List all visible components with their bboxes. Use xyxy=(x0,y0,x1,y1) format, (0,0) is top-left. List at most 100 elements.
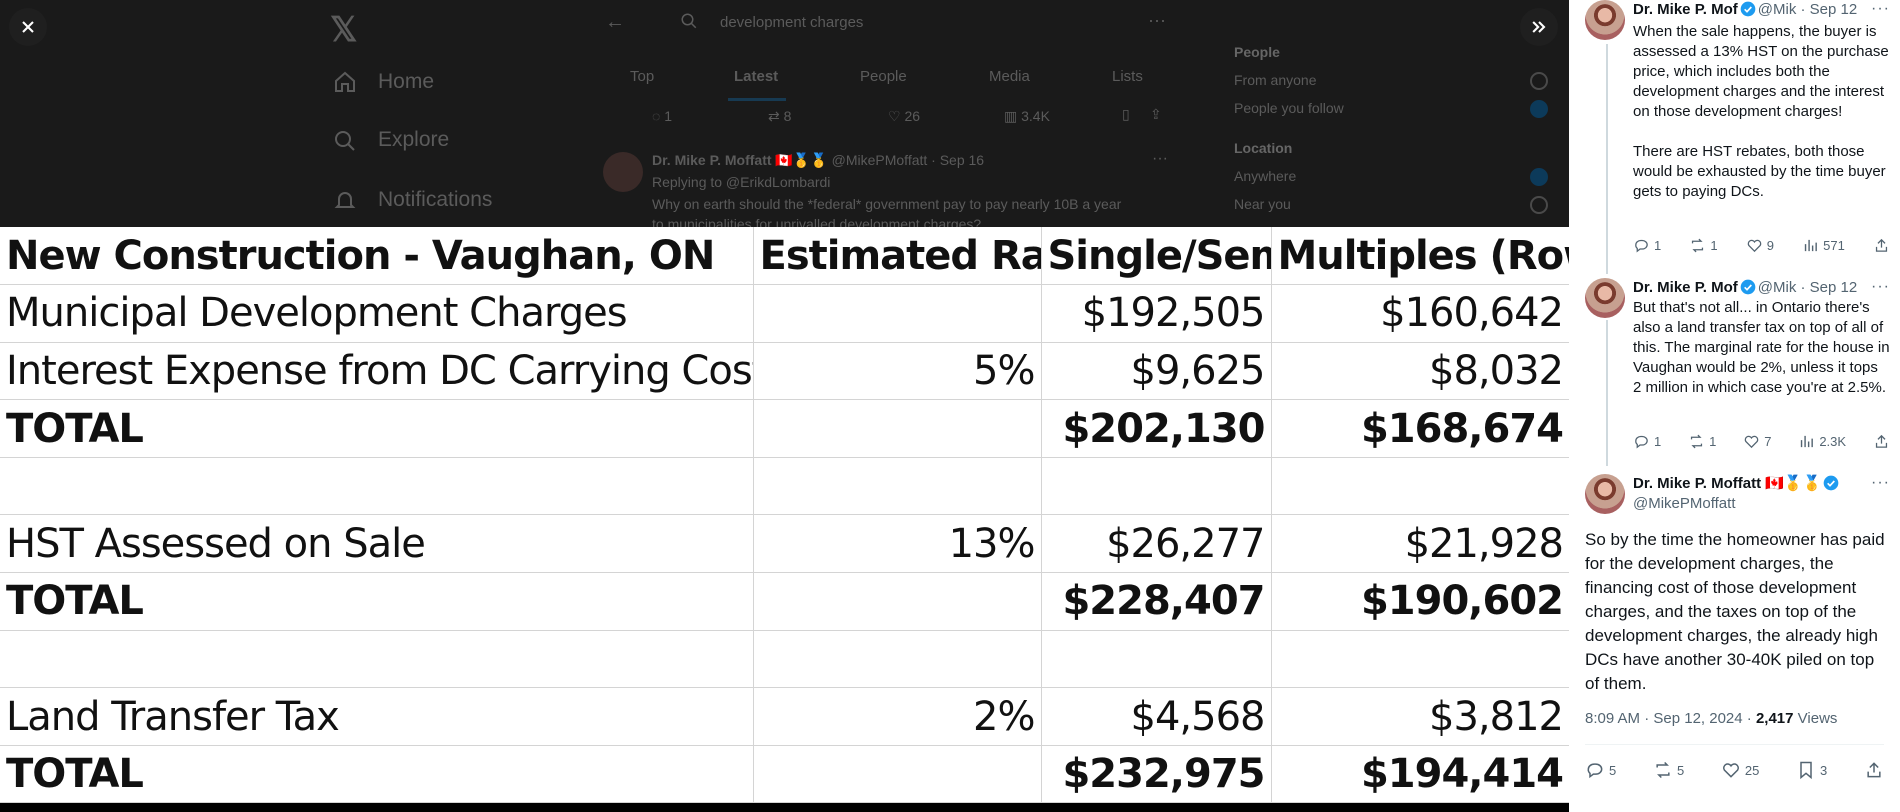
views-label: Views xyxy=(1793,710,1838,727)
reply-icon xyxy=(1635,435,1648,448)
views-chart-icon xyxy=(1804,239,1817,251)
tab-media: Media xyxy=(989,68,1030,85)
tweet-header: Dr. Mike P. Moffatt 🇨🇦🥇🥇 xyxy=(1633,474,1890,494)
views-count: 2,417 xyxy=(1755,710,1794,727)
reply-button[interactable]: 1 xyxy=(1633,433,1661,450)
media-image-table: New Construction - Vaughan, ON Estimated… xyxy=(0,227,1569,804)
header-cell: Single/Semi xyxy=(1041,227,1272,286)
multiples-cell: $190,602 xyxy=(1271,572,1569,631)
table-row: TOTAL $228,407 $190,602 xyxy=(0,572,1569,631)
tab-top: Top xyxy=(630,68,655,85)
author-handle[interactable]: @Mik xyxy=(1757,279,1797,296)
row-label-cell xyxy=(0,630,754,689)
thread-tweet[interactable]: Dr. Mike P. Mof @Mik · Sep 12 ··· When th… xyxy=(1585,0,1890,270)
reply-icon xyxy=(1587,763,1603,779)
reply-button[interactable]: 5 xyxy=(1585,760,1616,780)
more-options-icon[interactable]: ··· xyxy=(1871,0,1890,17)
like-button[interactable]: 25 xyxy=(1721,760,1759,780)
bell-icon xyxy=(333,188,357,212)
share-button[interactable] xyxy=(1873,237,1890,254)
thread-tweet[interactable]: Dr. Mike P. Mof @Mik · Sep 12 ··· But tha… xyxy=(1585,278,1890,468)
row-label-cell: TOTAL xyxy=(0,745,754,804)
tweet-text: When the sale happens, the buyer is asse… xyxy=(1633,23,1889,200)
filter-people-heading: People xyxy=(1234,44,1280,60)
like-button[interactable]: 9 xyxy=(1746,237,1774,254)
tab-latest: Latest xyxy=(734,68,779,85)
author-handle[interactable]: @Mik xyxy=(1757,1,1797,18)
multiples-cell: $194,414 xyxy=(1271,745,1569,804)
more-options-icon[interactable]: ··· xyxy=(1871,474,1890,491)
tweet-actions: 1 1 9 571 xyxy=(1633,235,1890,255)
explore-icon xyxy=(333,129,357,153)
row-label-cell: Municipal Development Charges xyxy=(0,284,754,343)
verified-badge-icon xyxy=(1740,1,1756,17)
reply-button[interactable]: 1 xyxy=(1633,237,1661,254)
header-cell: New Construction - Vaughan, ON xyxy=(0,227,754,286)
tweet-thread-panel: Dr. Mike P. Mof @Mik · Sep 12 ··· When th… xyxy=(1569,0,1900,812)
share-button[interactable] xyxy=(1864,760,1884,780)
single-semi-cell: $4,568 xyxy=(1041,687,1272,746)
tweet-header: Dr. Mike P. Mof @Mik · Sep 12 xyxy=(1633,278,1890,298)
bg-tweet-text-2: to municipalities for unrivalled develop… xyxy=(652,216,982,227)
rate-cell xyxy=(753,572,1042,631)
tweet-header: Dr. Mike P. Mof @Mik · Sep 12 xyxy=(1633,0,1890,20)
tweet-date[interactable]: · Sep 12 xyxy=(1800,1,1858,18)
author-name[interactable]: Dr. Mike P. Moffatt 🇨🇦🥇🥇 xyxy=(1633,475,1822,492)
expand-sidebar-button[interactable] xyxy=(1520,8,1558,46)
share-icon xyxy=(1875,238,1888,252)
avatar[interactable] xyxy=(1585,474,1625,514)
heart-icon xyxy=(1747,239,1762,252)
tweet-timestamp[interactable]: 8:09 AM · Sep 12, 2024 · xyxy=(1585,710,1756,727)
heart-icon xyxy=(1722,763,1739,778)
bg-like-count: ♡ 26 xyxy=(888,108,921,124)
bg-tweet-author: Dr. Mike P. Moffatt 🇨🇦🥇🥇 @MikePMoffatt ·… xyxy=(652,152,985,168)
share-button[interactable] xyxy=(1873,433,1890,450)
avatar[interactable] xyxy=(1585,278,1625,318)
views-button[interactable]: 571 xyxy=(1802,237,1845,254)
like-button[interactable]: 7 xyxy=(1743,433,1771,450)
table-row: Interest Expense from DC Carrying Cost 5%… xyxy=(0,342,1569,401)
rate-cell xyxy=(753,457,1042,516)
close-viewer-button[interactable] xyxy=(9,8,47,46)
filter-near-you: Near you xyxy=(1234,196,1291,212)
table-row: TOTAL $232,975 $194,414 xyxy=(0,745,1569,804)
bg-bookmark-icon: ▯ xyxy=(1122,106,1130,122)
repost-button[interactable]: 5 xyxy=(1653,760,1684,780)
repost-button[interactable]: 1 xyxy=(1689,237,1718,254)
focused-tweet: Dr. Mike P. Moffatt 🇨🇦🥇🥇 @MikePMoffatt ·… xyxy=(1585,474,1890,520)
rate-cell xyxy=(753,745,1042,804)
avatar[interactable] xyxy=(1585,0,1625,40)
bg-view-count: ▥ 3.4K xyxy=(1004,108,1050,124)
table-row: Municipal Development Charges $192,505 $16… xyxy=(0,284,1569,343)
repost-button[interactable]: 1 xyxy=(1688,433,1716,450)
bg-avatar xyxy=(603,152,643,192)
bookmark-button[interactable]: 3 xyxy=(1796,760,1827,780)
author-handle[interactable]: @MikePMoffatt xyxy=(1633,495,1736,512)
single-semi-cell: $192,505 xyxy=(1041,284,1272,343)
views-button[interactable]: 2.3K xyxy=(1798,433,1846,450)
tab-lists: Lists xyxy=(1112,68,1143,85)
rate-cell xyxy=(753,630,1042,689)
single-semi-cell: $26,277 xyxy=(1041,514,1272,574)
multiples-cell: $3,812 xyxy=(1271,687,1569,746)
more-options-icon[interactable]: ··· xyxy=(1871,278,1890,295)
row-label-cell: HST Assessed on Sale xyxy=(0,514,754,574)
tweet-date[interactable]: · Sep 12 xyxy=(1800,279,1858,296)
bg-tweet-more-icon: ··· xyxy=(1152,150,1168,167)
bg-tweet-text: Why on earth should the *federal* govern… xyxy=(652,196,1122,212)
nav-notifications: Notifications xyxy=(378,188,493,211)
tweet-text: But that's not all... in Ontario there's… xyxy=(1633,299,1894,396)
author-name[interactable]: Dr. Mike P. Mof xyxy=(1633,279,1738,296)
dimmed-background-page: 𝕏 Home Explore Notifications ← developme… xyxy=(0,0,1569,227)
multiples-cell xyxy=(1271,630,1569,689)
tweet-actions: 1 1 7 2.3K xyxy=(1633,431,1890,451)
repost-icon xyxy=(1692,238,1704,252)
tweet-meta: 8:09 AM · Sep 12, 2024 · 2,417 Views xyxy=(1585,710,1837,727)
multiples-cell: $168,674 xyxy=(1271,399,1569,458)
rate-cell: 2% xyxy=(753,687,1042,746)
single-semi-cell xyxy=(1041,630,1272,689)
search-query: development charges xyxy=(720,14,864,31)
author-name[interactable]: Dr. Mike P. Mof xyxy=(1633,1,1738,18)
repost-icon xyxy=(1691,434,1703,448)
table-header-row: New Construction - Vaughan, ON Estimated… xyxy=(0,227,1569,286)
